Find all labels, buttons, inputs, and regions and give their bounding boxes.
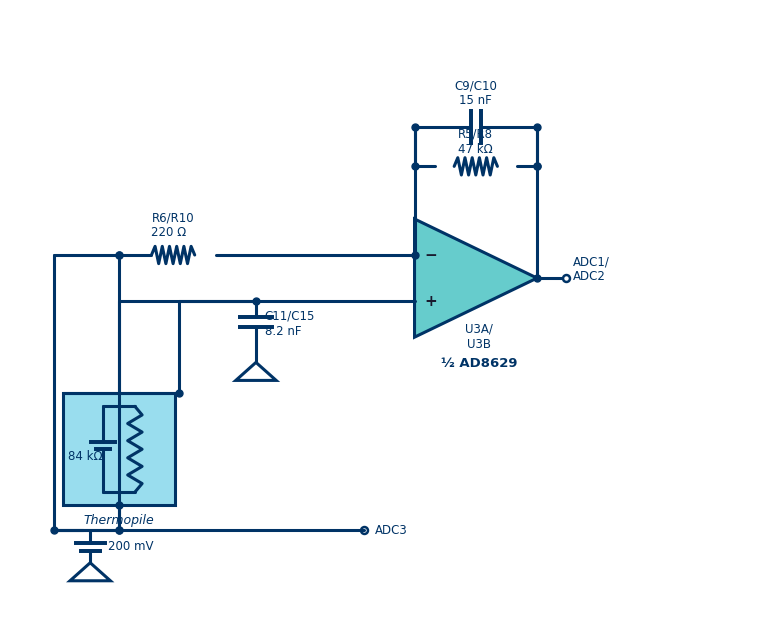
Text: ½ AD8629: ½ AD8629 (441, 357, 518, 370)
Text: ADC3: ADC3 (375, 524, 408, 537)
Text: +: + (425, 294, 438, 309)
Text: C9/C10
15 nF: C9/C10 15 nF (454, 79, 497, 107)
Text: 200 mV: 200 mV (108, 540, 154, 553)
Text: R5/R8
47 kΩ: R5/R8 47 kΩ (458, 127, 494, 155)
Text: C11/C15
8.2 nF: C11/C15 8.2 nF (265, 310, 315, 338)
Text: U3A/
U3B: U3A/ U3B (466, 323, 494, 351)
Text: ADC1/
ADC2: ADC1/ ADC2 (573, 255, 610, 283)
Text: Thermopile: Thermopile (84, 514, 154, 527)
FancyBboxPatch shape (63, 393, 176, 505)
Text: R6/R10
220 Ω: R6/R10 220 Ω (151, 211, 194, 239)
Text: −: − (425, 248, 438, 263)
Text: 84 kΩ: 84 kΩ (68, 450, 102, 463)
Polygon shape (415, 219, 537, 337)
